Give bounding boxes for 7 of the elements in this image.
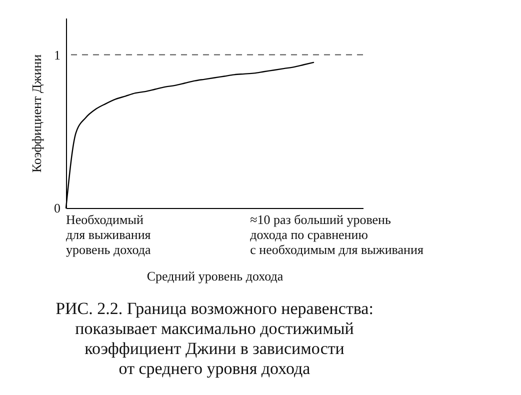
y-tick-label: 1 [54, 47, 60, 62]
y-axis-title: Коэффициент Джини [29, 54, 44, 173]
y-tick-label: 0 [54, 200, 60, 216]
text: РИС. 2.2. Граница возможного неравенства: показывает максимально достижимый коэффициент Джини в зависимости от среднего уровня дохода [56, 299, 374, 378]
text: Необходимый для выживания уровень дохода [66, 212, 152, 257]
text: ≈10 раз больший уровень дохода по сравнению с необходимым для выживания [250, 212, 424, 257]
x-axis-title: Средний уровень дохода [146, 268, 284, 284]
